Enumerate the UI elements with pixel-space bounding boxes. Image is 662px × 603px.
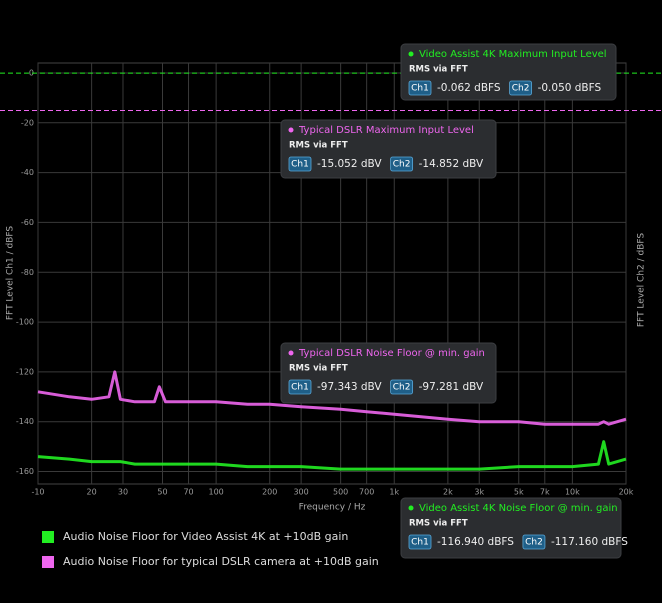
x-tick-label: 70 [183, 488, 193, 497]
channel-chip [408, 534, 432, 550]
channel-label: Ch2 [393, 383, 411, 393]
channel-label: Ch1 [411, 84, 429, 94]
x-tick-label: 300 [293, 488, 308, 497]
channel-value: -117.160 dBFS [551, 536, 628, 548]
x-tick-label: 7k [540, 488, 550, 497]
x-tick-label: 20 [87, 488, 97, 497]
legend-swatch [42, 531, 54, 543]
y-tick-label: -80 [21, 268, 34, 277]
series-line [37, 440, 627, 471]
annotation-subtitle: RMS via FFT [289, 141, 348, 151]
channel-chip [522, 534, 546, 550]
x-tick-label: 30 [118, 488, 128, 497]
annotation-title: Typical DSLR Maximum Input Level [298, 125, 474, 136]
channel-chip [509, 80, 532, 96]
annotation-box [400, 497, 622, 559]
series-line [37, 370, 627, 426]
y-tick-label: -140 [16, 417, 34, 426]
x-tick-label: 700 [359, 488, 374, 497]
channel-label: Ch1 [291, 383, 309, 393]
y-tick-label: -160 [16, 467, 34, 476]
channel-value: -14.852 dBV [419, 158, 484, 170]
y-tick-label: -120 [16, 367, 34, 376]
x-tick-label: 100 [208, 488, 223, 497]
channel-value: -0.050 dBFS [538, 82, 602, 94]
channel-chip [390, 379, 414, 395]
channel-chip [390, 156, 414, 172]
y-axis-label: FFT Level Ch1 / dBFS [6, 226, 16, 321]
annotation-title: Video Assist 4K Maximum Input Level [419, 49, 607, 60]
channel-label: Ch2 [512, 84, 530, 94]
annotation-subtitle: RMS via FFT [409, 65, 468, 75]
x-tick-label: 200 [262, 488, 277, 497]
annotation-dot [408, 51, 414, 57]
y-tick-label: 0 [29, 68, 34, 77]
x-tick-label: 20k [619, 488, 634, 497]
legend-label: Audio Noise Floor for typical DSLR camer… [63, 555, 379, 568]
channel-value: -15.052 dBV [317, 158, 382, 170]
x-tick-label: 500 [333, 488, 348, 497]
annotation-dot [288, 350, 294, 356]
y-tick-label: -100 [16, 318, 34, 327]
channel-chip [408, 80, 432, 96]
annotation-dot [288, 127, 294, 133]
channel-label: Ch2 [525, 538, 543, 548]
channel-chip [288, 156, 312, 172]
channel-label: Ch1 [411, 538, 429, 548]
channel-value: -116.940 dBFS [437, 536, 514, 548]
channel-value: -97.343 dBV [317, 381, 382, 393]
annotation-title: Video Assist 4K Noise Floor @ min. gain [419, 503, 618, 514]
y-tick-label: -20 [21, 118, 34, 127]
annotation-subtitle: RMS via FFT [289, 364, 348, 374]
y-tick-label: -60 [21, 218, 34, 227]
x-tick-label: -10 [31, 488, 44, 497]
legend-swatch [42, 556, 54, 568]
x-tick-label: 3k [474, 488, 484, 497]
y-tick-label: -40 [21, 168, 34, 177]
channel-label: Ch2 [393, 160, 411, 170]
annotation-subtitle: RMS via FFT [409, 519, 468, 529]
annotation-box [280, 119, 497, 179]
channel-value: -0.062 dBFS [437, 82, 501, 94]
channel-value: -97.281 dBV [419, 381, 484, 393]
channel-chip [288, 379, 312, 395]
annotation-box [280, 342, 497, 404]
x-tick-label: 5k [514, 488, 524, 497]
annotation-dot [408, 505, 414, 511]
x-tick-label: 2k [443, 488, 453, 497]
x-axis-label: Frequency / Hz [299, 503, 366, 513]
x-tick-label: 10k [565, 488, 580, 497]
annotation-box [400, 43, 617, 101]
annotation-title: Typical DSLR Noise Floor @ min. gain [298, 348, 485, 359]
legend-label: Audio Noise Floor for Video Assist 4K at… [63, 530, 348, 543]
y2-axis-label: FFT Level Ch2 / dBFS [637, 233, 647, 328]
channel-label: Ch1 [291, 160, 309, 170]
x-tick-label: 1k [389, 488, 399, 497]
x-tick-label: 50 [157, 488, 167, 497]
